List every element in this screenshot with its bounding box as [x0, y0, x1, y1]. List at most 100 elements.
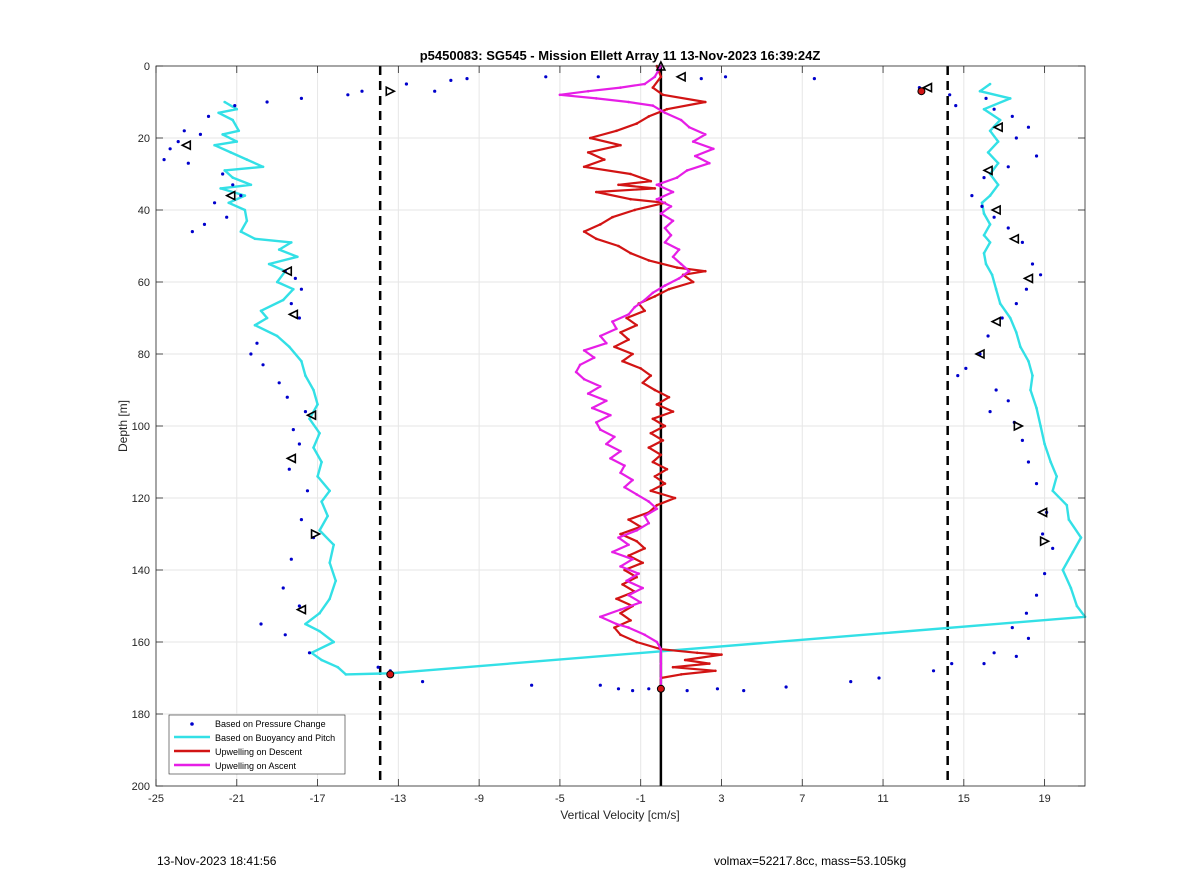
series-point — [685, 169, 689, 172]
x-tick-label: 15 — [958, 793, 970, 805]
pressure-change-point — [297, 604, 301, 608]
pressure-change-point — [1006, 226, 1010, 230]
series-point — [655, 503, 659, 507]
series-point — [619, 565, 622, 568]
series-point — [623, 464, 626, 467]
pressure-change-point — [699, 77, 703, 81]
pressure-change-point — [982, 176, 986, 180]
series-point — [1049, 460, 1052, 464]
series-point — [653, 75, 657, 79]
series-point — [653, 187, 657, 190]
series-point — [328, 597, 331, 601]
series-point — [312, 388, 315, 392]
series-point — [318, 629, 321, 633]
series-point — [1039, 424, 1042, 428]
series-point — [605, 341, 608, 345]
pressure-change-point — [598, 683, 602, 687]
pressure-change-point — [1010, 626, 1014, 630]
series-point — [667, 287, 671, 291]
series-point — [649, 179, 653, 183]
pressure-change-point — [596, 75, 600, 79]
series-point — [643, 309, 647, 313]
series-point — [619, 331, 622, 334]
x-tick-label: -17 — [310, 793, 326, 805]
series-point — [594, 97, 598, 100]
series-point — [988, 241, 992, 244]
pressure-change-point — [293, 276, 297, 280]
series-point — [651, 417, 655, 421]
series-point — [647, 446, 651, 449]
series-point — [304, 374, 307, 377]
pressure-change-point — [305, 489, 310, 493]
series-point — [623, 485, 626, 489]
series-point — [318, 529, 321, 532]
series-point — [261, 165, 265, 169]
legend-label: Upwelling on Ascent — [215, 761, 297, 771]
series-point — [629, 172, 632, 176]
triangle-marker — [287, 309, 299, 320]
series-point — [287, 345, 291, 349]
pressure-change-point — [283, 633, 287, 637]
series-point — [704, 100, 707, 104]
pressure-change-point — [1034, 154, 1039, 158]
y-tick-label: 180 — [132, 709, 150, 721]
pressure-change-point — [948, 93, 952, 97]
series-point — [712, 147, 715, 151]
pressure-change-point — [277, 381, 281, 385]
series-point — [259, 309, 263, 313]
series-point — [679, 118, 683, 122]
series-lines — [213, 64, 1087, 691]
series-point — [655, 197, 659, 201]
series-point — [655, 403, 659, 406]
pressure-change-point — [206, 114, 211, 118]
pressure-change-point — [346, 93, 350, 97]
pressure-change-point — [616, 687, 621, 691]
series-point — [635, 575, 638, 579]
series-point — [300, 359, 303, 363]
series-point — [599, 428, 602, 431]
pressure-change-point — [249, 352, 253, 356]
series-point — [318, 611, 321, 615]
pressure-change-point — [1026, 636, 1031, 641]
pressure-change-point — [1006, 399, 1010, 403]
series-point — [318, 431, 321, 435]
series-point — [643, 633, 647, 637]
triangle-marker — [1008, 233, 1020, 245]
pressure-change-point — [992, 651, 996, 655]
series-point — [988, 82, 992, 86]
series-point — [611, 215, 614, 219]
pressure-change-point — [285, 395, 289, 399]
x-tick-label: -9 — [474, 793, 484, 805]
pressure-change-point — [299, 518, 304, 522]
series-point — [1075, 604, 1079, 608]
series-point — [615, 129, 618, 133]
series-point — [667, 395, 671, 399]
y-tick-label: 140 — [132, 565, 150, 577]
pressure-change-point — [225, 215, 229, 219]
series-point — [653, 295, 657, 298]
series-point — [245, 219, 249, 223]
series-point — [627, 518, 630, 521]
series-point — [217, 111, 220, 115]
series-point — [679, 673, 683, 676]
series-point — [677, 248, 681, 251]
legend-label: Based on Buoyancy and Pitch — [215, 733, 335, 743]
pressure-change-point — [1034, 593, 1039, 597]
x-tick-label: 7 — [799, 793, 805, 805]
series-point — [982, 212, 986, 215]
triangle-marker — [1036, 507, 1048, 518]
series-point — [239, 230, 243, 233]
series-point — [639, 601, 642, 604]
series-point — [651, 460, 655, 464]
pressure-change-point — [530, 683, 534, 687]
series-point — [605, 399, 608, 403]
series-point — [605, 442, 608, 446]
triangle-marker — [982, 165, 993, 176]
y-tick-label: 80 — [138, 349, 150, 361]
pressure-change-point — [723, 75, 728, 79]
pressure-change-point — [992, 107, 996, 111]
series-point — [227, 201, 231, 205]
series-point — [996, 140, 1000, 143]
series-point — [655, 640, 659, 644]
series-point — [693, 154, 697, 158]
